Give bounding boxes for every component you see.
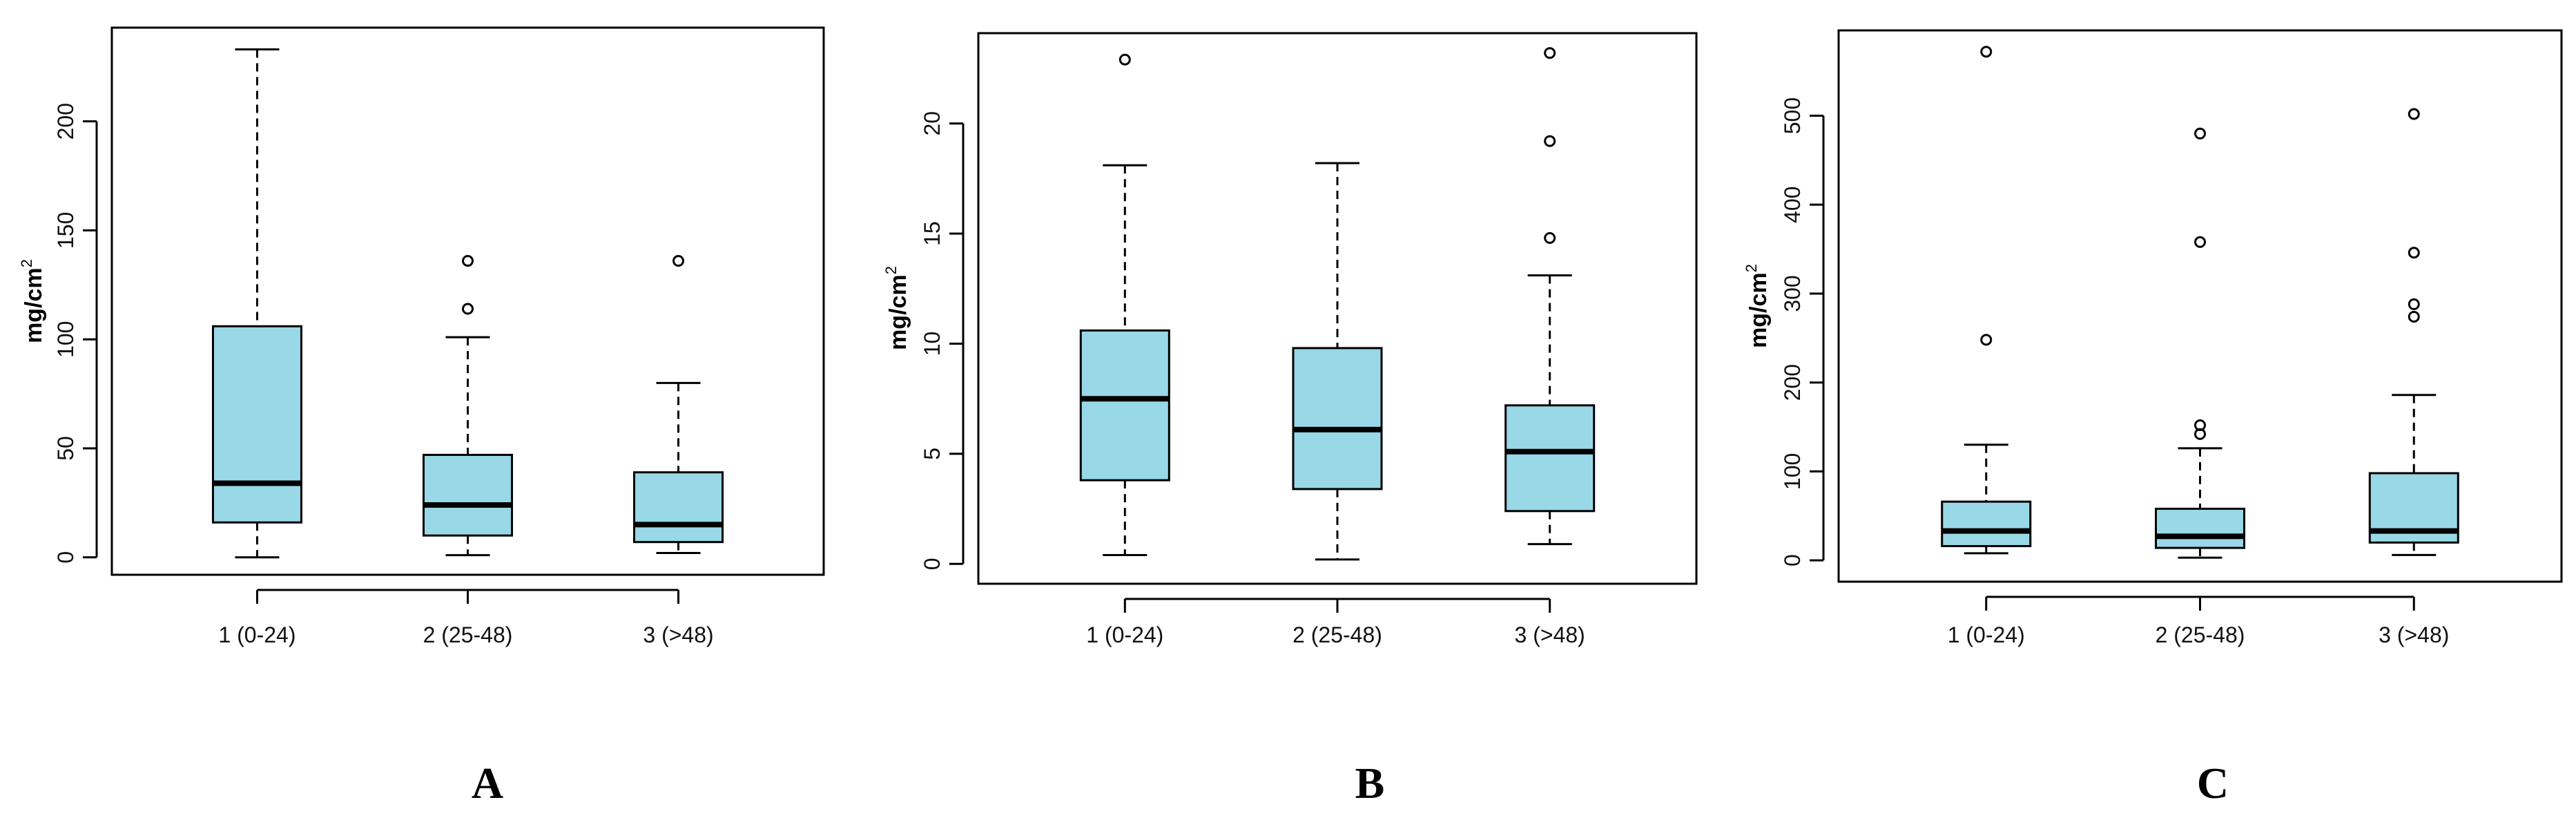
box-1 bbox=[1941, 46, 2032, 555]
y-axis-title-main-a: mg/cm bbox=[21, 267, 47, 343]
outlier-point bbox=[2408, 247, 2420, 259]
iqr-box bbox=[1504, 404, 1596, 513]
iqr-box bbox=[211, 325, 302, 524]
x-tick-label: 1 (0-24) bbox=[218, 622, 296, 647]
outlier-point bbox=[462, 303, 474, 315]
y-axis-title-a: mg/cm2 bbox=[18, 259, 47, 343]
y-tick-label: 100 bbox=[53, 321, 78, 358]
outlier-point bbox=[2408, 298, 2420, 310]
box-2 bbox=[1292, 162, 1383, 561]
y-axis-title-c: mg/cm2 bbox=[1743, 264, 1772, 348]
plot-frame-b bbox=[977, 32, 1698, 585]
box-3 bbox=[633, 255, 724, 554]
panel-c: 0 100 200 300 400 500 1 (0-24) 2 (25-48) 3 (>48… bbox=[1743, 29, 2563, 808]
y-tick-label: 300 bbox=[1780, 275, 1805, 312]
box-2 bbox=[2155, 127, 2245, 559]
y-tick-label: 200 bbox=[1780, 364, 1805, 401]
outlier-point bbox=[2408, 108, 2420, 120]
y-tick-label: 500 bbox=[1780, 97, 1805, 134]
x-tick-label: 3 (>48) bbox=[643, 622, 713, 647]
y-axis-title-b: mg/cm2 bbox=[882, 266, 911, 350]
y-tick-label: 0 bbox=[920, 557, 945, 570]
outlier-point bbox=[2194, 127, 2206, 140]
outlier-point bbox=[1118, 53, 1131, 66]
outlier-point bbox=[1980, 46, 1993, 58]
y-axis-c: 0 100 200 300 400 500 bbox=[1780, 97, 1825, 566]
iqr-box bbox=[1079, 329, 1170, 481]
box-3 bbox=[1504, 47, 1596, 546]
x-tick-label: 3 (>48) bbox=[1515, 622, 1585, 647]
panel-label-c: C bbox=[2197, 759, 2229, 808]
x-axis-b: 1 (0-24) 2 (25-48) 3 (>48) bbox=[1086, 598, 1585, 647]
panel-label-b: B bbox=[1355, 759, 1385, 808]
panel-b: 0 5 10 15 20 1 (0-24) 2 (25-48) 3 (>48) mg/cm2… bbox=[882, 32, 1698, 808]
x-tick-label: 1 (0-24) bbox=[1948, 622, 2025, 647]
x-axis-a: 1 (0-24) 2 (25-48) 3 (>48) bbox=[218, 589, 714, 647]
iqr-box bbox=[423, 453, 513, 537]
outlier-point bbox=[462, 255, 474, 267]
y-tick-label: 400 bbox=[1780, 187, 1805, 223]
box-1 bbox=[1079, 53, 1170, 557]
iqr-box bbox=[633, 471, 724, 544]
box-2 bbox=[423, 255, 513, 557]
box-1 bbox=[211, 48, 302, 559]
y-tick-label: 50 bbox=[53, 436, 78, 461]
outlier-point bbox=[2194, 236, 2206, 248]
outlier-point bbox=[672, 255, 685, 267]
y-tick-label: 0 bbox=[1780, 554, 1805, 566]
panel-a: 0 50 100 150 200 1 (0-24) 2 (25-48) 3 (>48) mg… bbox=[18, 26, 825, 808]
y-tick-label: 10 bbox=[920, 332, 945, 356]
outlier-point bbox=[1544, 135, 1556, 147]
y-axis-a: 0 50 100 150 200 bbox=[53, 103, 98, 564]
boxes-a bbox=[211, 48, 724, 559]
boxes-c bbox=[1941, 46, 2459, 559]
boxes-b bbox=[1079, 47, 1596, 561]
y-axis-title-main-c: mg/cm bbox=[1745, 272, 1772, 348]
x-tick-label: 2 (25-48) bbox=[2156, 622, 2245, 647]
y-axis-b: 0 5 10 15 20 bbox=[920, 111, 965, 570]
y-tick-label: 100 bbox=[1780, 453, 1805, 490]
outlier-point bbox=[1544, 47, 1556, 59]
y-axis-title-superscript-a: 2 bbox=[18, 259, 35, 267]
x-axis-c: 1 (0-24) 2 (25-48) 3 (>48) bbox=[1948, 595, 2449, 647]
y-tick-label: 0 bbox=[53, 551, 78, 564]
outlier-point bbox=[2408, 310, 2420, 323]
iqr-box bbox=[2155, 507, 2245, 549]
y-axis-title-main-b: mg/cm bbox=[885, 274, 911, 350]
y-axis-title-superscript-c: 2 bbox=[1743, 264, 1760, 272]
box-3 bbox=[2368, 108, 2459, 556]
plot-frame-a bbox=[110, 26, 825, 576]
y-tick-label: 20 bbox=[920, 111, 945, 136]
y-tick-label: 200 bbox=[53, 103, 78, 140]
outlier-point bbox=[1544, 231, 1556, 244]
x-tick-label: 2 (25-48) bbox=[1292, 622, 1382, 647]
x-tick-label: 1 (0-24) bbox=[1086, 622, 1163, 647]
y-tick-label: 5 bbox=[920, 448, 945, 460]
x-tick-label: 3 (>48) bbox=[2379, 622, 2449, 647]
iqr-box bbox=[1292, 347, 1383, 490]
panel-label-a: A bbox=[472, 759, 503, 808]
x-tick-label: 2 (25-48) bbox=[423, 622, 513, 647]
iqr-box bbox=[1941, 500, 2032, 548]
outlier-point bbox=[2194, 419, 2206, 431]
outlier-point bbox=[1980, 334, 1993, 346]
y-tick-label: 150 bbox=[53, 212, 78, 249]
y-axis-title-superscript-b: 2 bbox=[882, 266, 900, 274]
plot-frame-c bbox=[1837, 29, 2563, 583]
y-tick-label: 15 bbox=[920, 221, 945, 246]
